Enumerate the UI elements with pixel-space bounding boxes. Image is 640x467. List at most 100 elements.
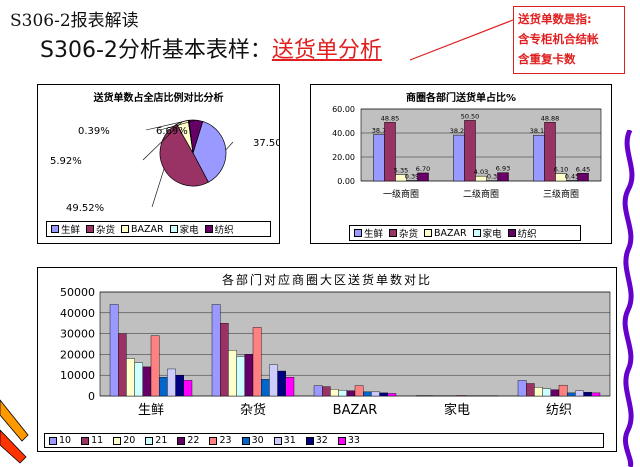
pie-legend-swatch [51, 225, 59, 233]
x-tick-label: 生鲜 [138, 403, 164, 418]
bar-data-label: 38.25 [450, 127, 469, 135]
pie-legend-swatch [169, 225, 178, 233]
bar [285, 377, 295, 397]
region-orders-legend-item: 32 [305, 435, 328, 446]
pie-legend-item: 杂货 [86, 222, 115, 236]
pencil-2 [0, 429, 27, 464]
region-orders-legend-label: 23 [219, 435, 232, 446]
bar-data-label: 50.50 [461, 112, 480, 120]
bar-data-label: 48.88 [541, 114, 560, 122]
bar [371, 391, 380, 397]
bar [591, 392, 601, 397]
bar-data-label: 48.85 [381, 114, 400, 122]
pie-slice [159, 123, 209, 187]
region-orders-chart-plot: 0 10000 20000 30000 40000 50000 生鲜 杂货 BAZAR 家电 纺织 [60, 286, 611, 418]
bar [134, 362, 143, 397]
bar [244, 354, 254, 397]
bar [373, 134, 385, 182]
bar [330, 389, 339, 397]
bar [260, 379, 270, 397]
bar [354, 385, 364, 397]
bar [567, 392, 576, 397]
bar [417, 172, 429, 182]
pencil-1 [0, 399, 29, 442]
bar [167, 368, 176, 397]
pie-data-label: 6.69% [156, 126, 188, 137]
y-tick-label: 40000 [60, 307, 95, 320]
dept-share-legend-item: 杂货 [389, 226, 418, 240]
y-tick-label: 30000 [60, 328, 95, 341]
region-orders-legend-label: 10 [59, 435, 72, 446]
bar [395, 174, 407, 182]
plot-area [360, 108, 602, 182]
region-orders-legend-label: 21 [155, 435, 168, 446]
callout-line-1: 送货单数是指: [518, 12, 592, 26]
bar [453, 134, 465, 182]
region-orders-legend-swatch [273, 436, 282, 445]
page-subtitle: S306-2分析基本表样：送货单分析 [40, 32, 382, 64]
pie-leader-line [159, 119, 197, 131]
bar [142, 366, 152, 397]
region-orders-legend-item: 10 [49, 435, 71, 446]
pie-slice [192, 121, 227, 183]
region-orders-legend-swatch [177, 436, 186, 445]
bar [550, 389, 560, 397]
bar-data-label: 0.39 [405, 173, 419, 181]
pie-leader-line [142, 121, 183, 161]
region-orders-legend-item: 33 [337, 435, 360, 446]
region-orders-legend-swatch [305, 436, 314, 445]
bar [517, 380, 527, 397]
pie-data-label: 0.39% [78, 126, 110, 137]
bar [542, 388, 552, 397]
subtitle-prefix: S306-2分析基本表样： [40, 38, 272, 63]
dept-share-legend-swatch [472, 229, 481, 237]
pie-legend-swatch [86, 225, 95, 233]
dept-share-legend-item: BAZAR [424, 228, 467, 239]
dept-share-legend-label: 生鲜 [364, 229, 384, 240]
region-orders-legend-swatch [81, 436, 90, 445]
bar [219, 323, 229, 397]
bar-data-label: 6.10 [554, 166, 568, 174]
pie-legend-label: 纺织 [214, 225, 234, 236]
bar [236, 356, 246, 397]
dept-share-chart-plot: 0.00 20.00 40.00 60.00 38.7 48.85 5.350.396.70… [332, 105, 602, 200]
bar [211, 304, 221, 397]
bar [175, 374, 185, 397]
callout-pointer-line [409, 19, 514, 61]
region-orders-legend-item: 31 [273, 435, 296, 446]
bar [109, 304, 119, 397]
bar [338, 389, 348, 397]
region-orders-legend-label: 31 [283, 435, 296, 446]
bar [363, 391, 372, 397]
dept-share-legend-label: 杂货 [399, 229, 419, 240]
y-tick-label: 10000 [60, 369, 95, 382]
bar [379, 392, 389, 397]
pie-leader-line [225, 141, 234, 151]
squiggle-path [622, 130, 635, 467]
region-orders-legend-item: 21 [145, 435, 167, 446]
dept-share-legend-item: 家电 [472, 226, 502, 240]
bar [583, 392, 592, 397]
bar [252, 327, 262, 397]
dept-share-legend-swatch [507, 229, 516, 237]
dept-share-legend-swatch [424, 229, 433, 237]
region-orders-legend-item: 20 [113, 435, 135, 446]
bar [558, 384, 568, 397]
pie-legend-label: 生鲜 [61, 225, 81, 236]
pie-data-label: 5.92% [50, 156, 82, 167]
pencil-decoration [0, 399, 29, 464]
x-tick-label: 二级商圈 [463, 188, 499, 200]
decorative-squiggle [622, 130, 635, 467]
bar [577, 173, 589, 182]
bar [384, 122, 396, 182]
bar [183, 380, 193, 397]
bar [277, 370, 287, 397]
bar [150, 335, 160, 397]
dept-share-chart-panel: 商圈各部门送货单占比% 0.00 20.00 40.00 60.00 38.7 48.85… [310, 84, 612, 244]
y-tick-label: 40.00 [332, 129, 355, 138]
x-tick-label: 纺织 [546, 403, 572, 418]
bar-data-label: 4.03 [474, 168, 488, 176]
dept-share-legend-swatch [389, 229, 398, 237]
pie-data-label: 49.52% [66, 203, 104, 214]
bar-data-label: 38.7 [372, 127, 386, 135]
